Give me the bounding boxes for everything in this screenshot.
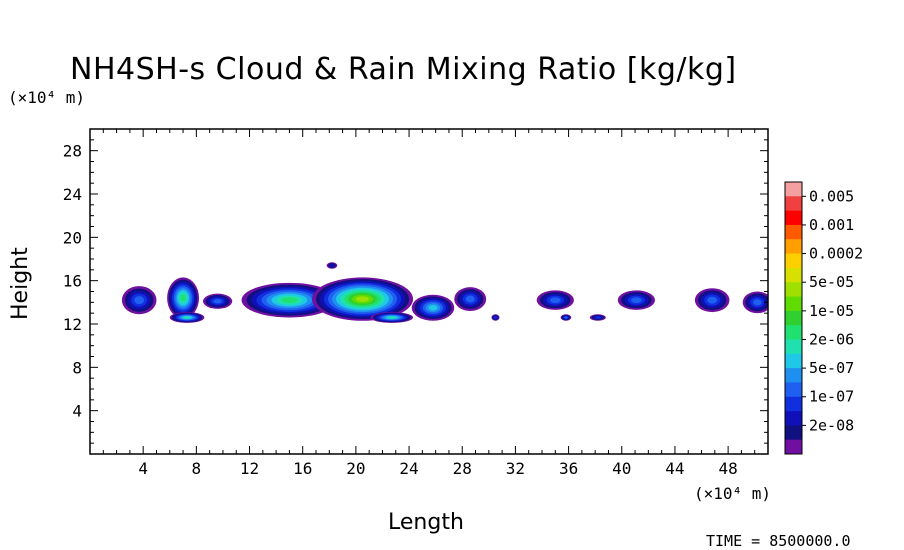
- colorbar-swatch: [785, 239, 802, 254]
- x-tick-label: 44: [665, 459, 684, 478]
- cell-contour: [465, 295, 475, 303]
- cell-contour: [631, 297, 642, 303]
- cloud-cell: [370, 312, 414, 323]
- x-tick-label: 20: [346, 459, 365, 478]
- y-tick-label: 16: [63, 272, 82, 291]
- cloud-cell: [121, 286, 157, 315]
- colorbar-swatch: [785, 182, 802, 197]
- cell-contour: [356, 296, 369, 302]
- cloud-cell: [560, 314, 572, 321]
- cloud-cell: [241, 282, 338, 318]
- cell-contour: [281, 297, 298, 304]
- legend-label: 5e-07: [809, 359, 854, 377]
- cell-contour: [753, 299, 762, 306]
- cloud-cell: [167, 277, 200, 319]
- colorbar-swatch: [785, 339, 802, 355]
- colorbar-swatch: [785, 425, 802, 441]
- colorbar-swatch: [785, 282, 802, 297]
- cell-contour: [183, 316, 191, 319]
- x-tick-label: 28: [453, 459, 472, 478]
- colorbar-frame: [784, 181, 803, 455]
- colorbar-swatch: [785, 296, 802, 312]
- x-axis-label: Length: [388, 510, 464, 535]
- legend-label: 0.0002: [809, 245, 863, 263]
- legend-label: 2e-08: [809, 416, 854, 434]
- cell-contour: [564, 316, 568, 319]
- chart-title: NH4SH-s Cloud & Rain Mixing Ratio [kg/kg…: [70, 52, 737, 87]
- heatmap-cells: [121, 262, 768, 323]
- y-tick-label: 8: [72, 358, 82, 377]
- x-tick-label: 4: [138, 459, 148, 478]
- cell-contour: [549, 297, 561, 303]
- y-tick-label: 24: [63, 185, 82, 204]
- cell-contour: [428, 305, 438, 311]
- cloud-cell: [411, 294, 455, 321]
- x-tick-label: 36: [559, 459, 578, 478]
- y-tick-label: 28: [63, 142, 82, 161]
- x-tick-label: 48: [718, 459, 737, 478]
- legend-label: 0.001: [809, 216, 854, 234]
- y-tick-label: 20: [63, 228, 82, 247]
- colorbar-swatch: [785, 382, 802, 398]
- cell-contour: [707, 296, 718, 304]
- colorbar-swatch: [785, 310, 802, 326]
- cell-contour: [134, 296, 145, 305]
- cloud-cell: [617, 290, 655, 310]
- legend-label: 1e-05: [809, 302, 854, 320]
- cell-contour: [387, 316, 396, 319]
- colorbar-swatch: [785, 411, 802, 426]
- legend-label: 2e-06: [809, 330, 854, 348]
- cloud-cell: [694, 288, 730, 313]
- colorbar-swatch: [785, 224, 802, 240]
- x-axis-unit: (×10⁴ m): [694, 484, 772, 503]
- x-tick-label: 12: [240, 459, 259, 478]
- legend-label: 1e-07: [809, 388, 854, 406]
- colorbar-swatch: [785, 439, 802, 455]
- cloud-cell: [203, 293, 233, 309]
- cloud-cell: [454, 287, 487, 312]
- legend-label: 5e-05: [809, 273, 854, 291]
- x-tick-label: 32: [506, 459, 525, 478]
- cloud-cell: [536, 290, 574, 310]
- cloud-cell: [169, 312, 205, 323]
- cell-contour: [494, 316, 497, 319]
- colorbar-swatch: [785, 253, 802, 269]
- cell-contour: [329, 264, 335, 267]
- cloud-cell: [742, 291, 768, 314]
- cloud-cell: [312, 277, 414, 321]
- legend-label: 0.005: [809, 187, 854, 205]
- y-axis-unit: (×10⁴ m): [8, 88, 86, 107]
- colorbar-legend: 0.005 0.001 0.0002 5e-05 1e-05 2e-06 5e-07 1e-0…: [784, 181, 863, 455]
- colorbar-swatch: [785, 368, 802, 383]
- colorbar-swatch: [785, 267, 802, 283]
- cell-contour: [180, 294, 186, 302]
- colorbar-swatch: [785, 196, 802, 212]
- x-tick-label: 24: [399, 459, 418, 478]
- colorbar-swatch: [785, 353, 802, 369]
- cloud-cell: [326, 262, 338, 269]
- colorbar-swatch: [785, 325, 802, 340]
- cell-contour: [213, 299, 222, 304]
- x-tick-label: 40: [612, 459, 631, 478]
- cell-contour: [595, 316, 601, 319]
- x-tick-label: 16: [293, 459, 312, 478]
- cloud-cell: [491, 314, 500, 321]
- colorbar-swatch: [785, 210, 802, 226]
- x-tick-label: 8: [192, 459, 202, 478]
- y-tick-label: 12: [63, 315, 82, 334]
- y-tick-label: 4: [72, 402, 82, 421]
- colorbar-swatch: [785, 396, 802, 412]
- cloud-cell: [589, 314, 606, 321]
